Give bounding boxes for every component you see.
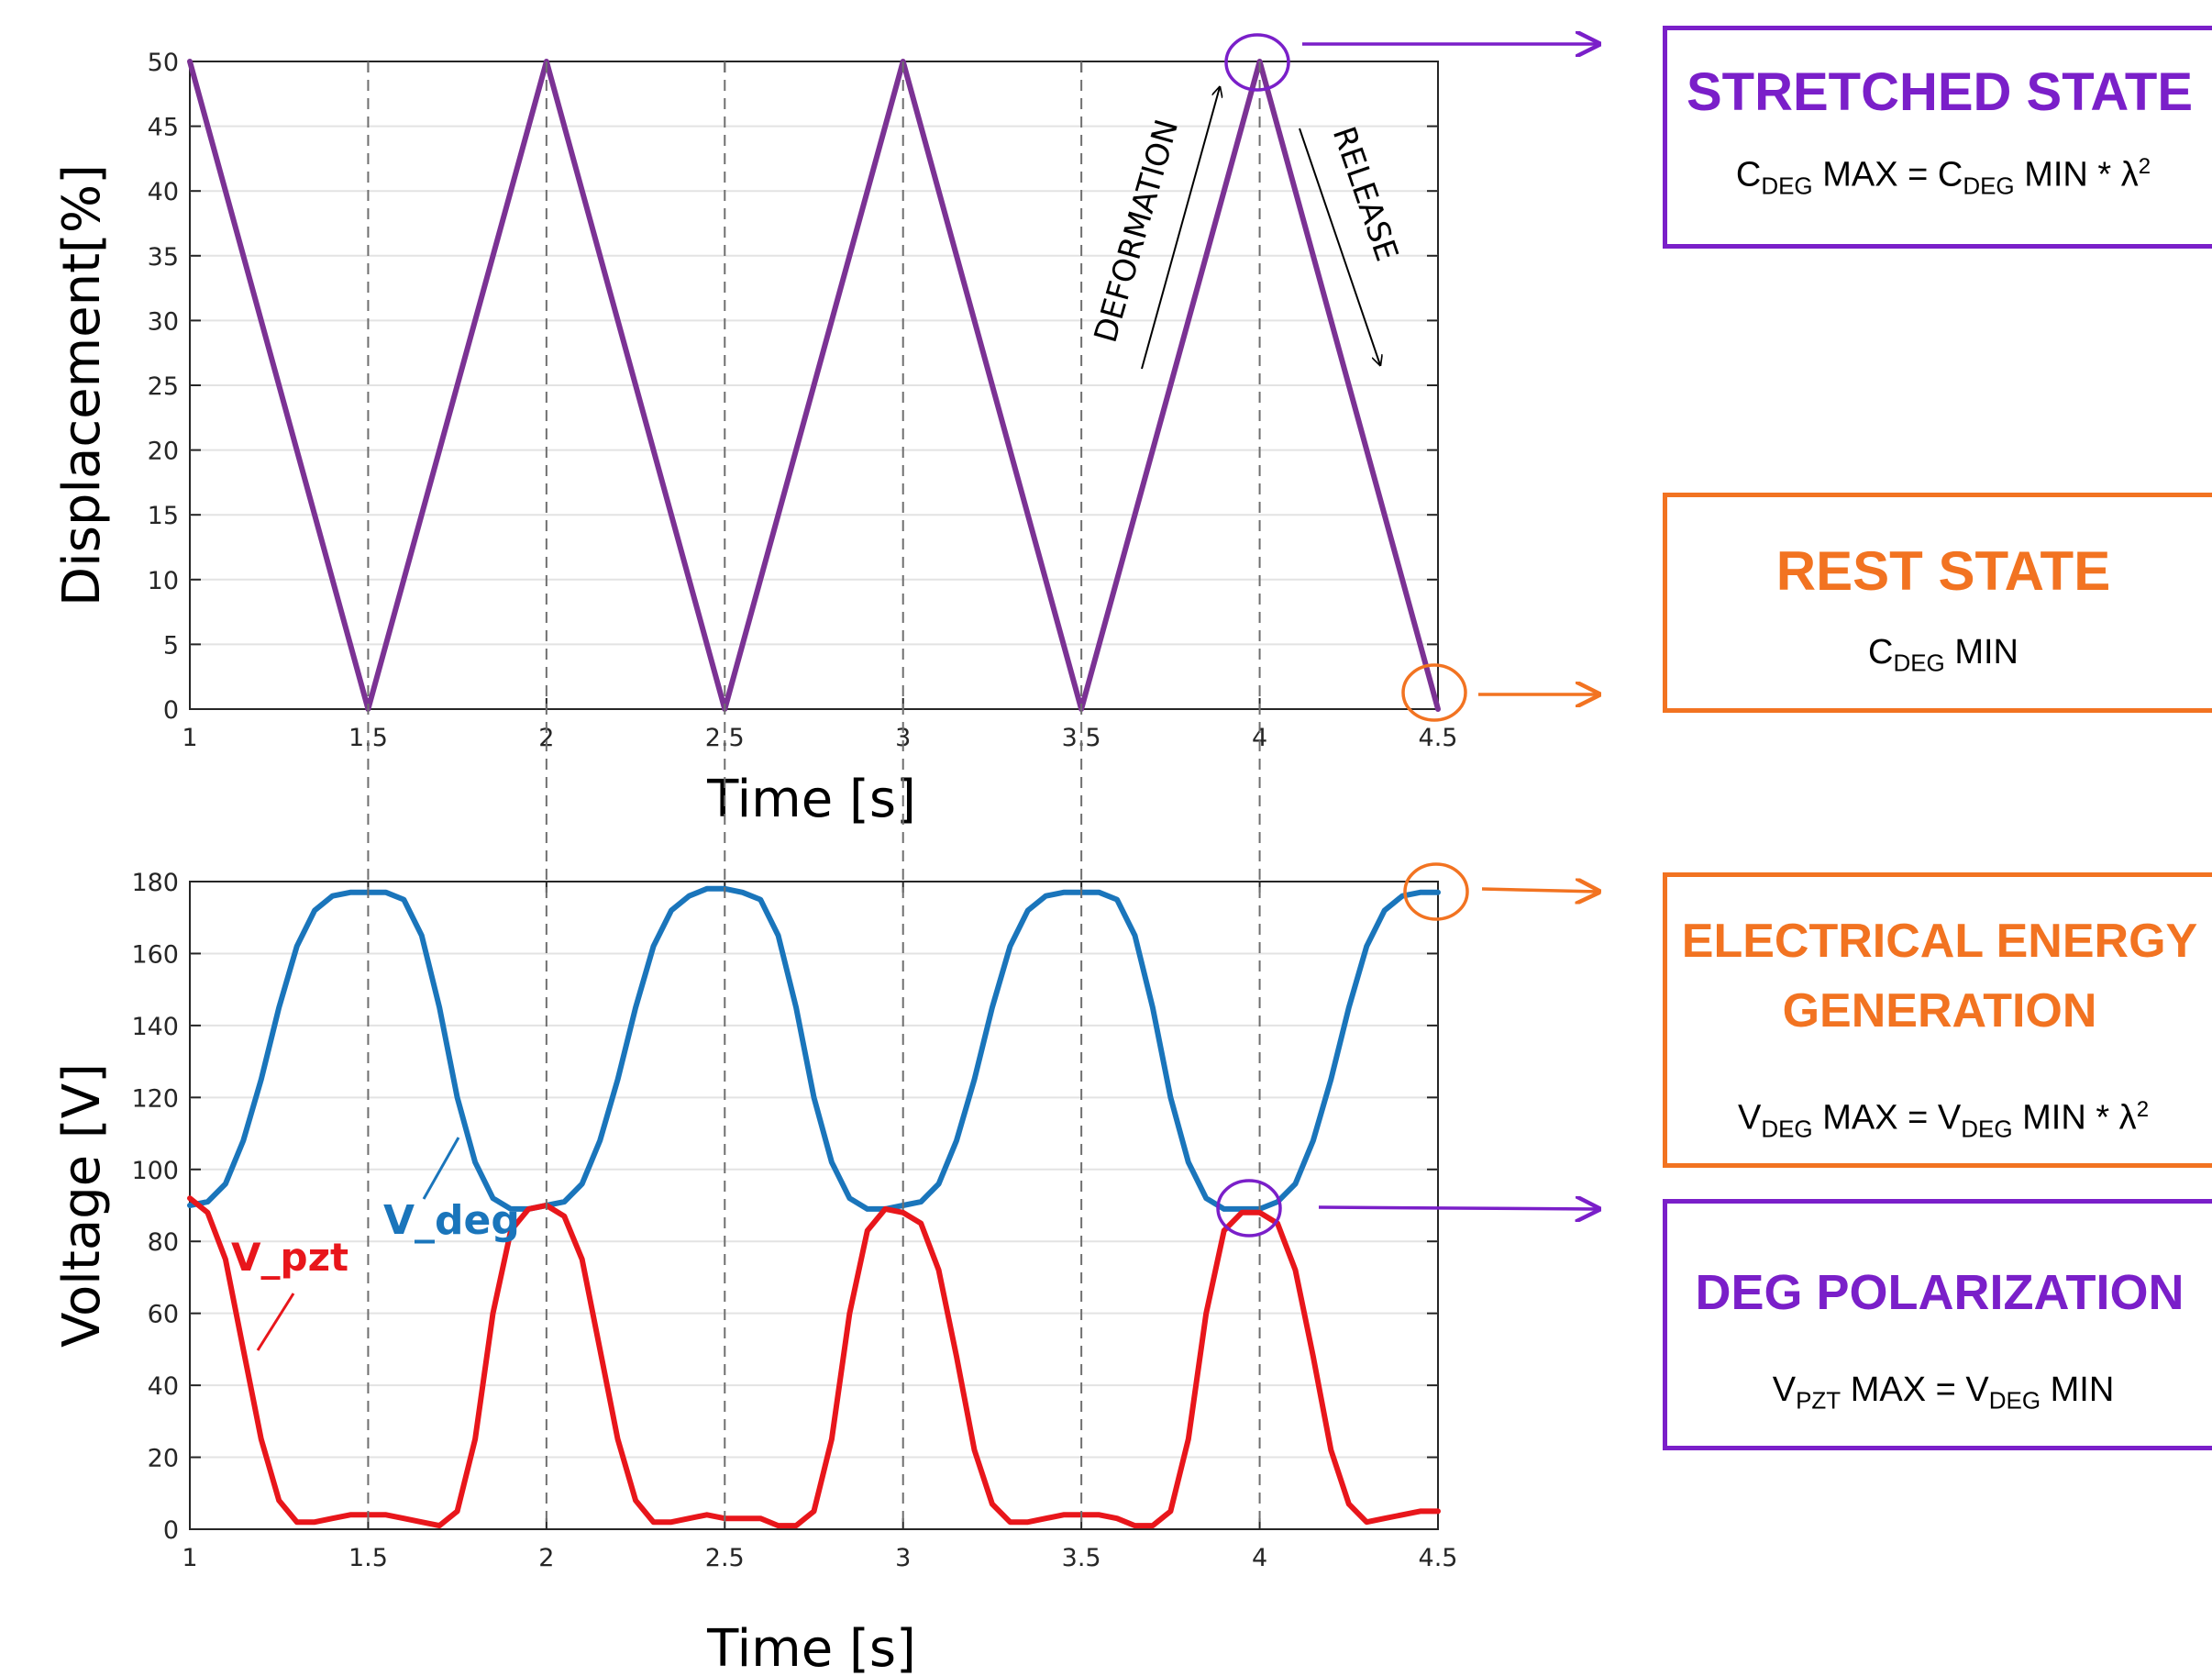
y-tick-label: 25 <box>148 372 179 401</box>
y-tick-label: 160 <box>131 940 179 969</box>
stretched-state-box: STRETCHED STATE CDEG MAX = CDEG MIN * λ2 <box>1663 26 2212 249</box>
x-axis-label: Time [s] <box>706 1619 916 1676</box>
grid <box>190 125 1438 646</box>
x-tick-label: 4 <box>1252 724 1267 752</box>
y-tick-label: 50 <box>148 49 179 77</box>
generation-equation: VDEG MAX = VDEG MIN * λ2 <box>1737 1097 2150 1143</box>
y-tick-label: 10 <box>148 567 179 595</box>
x-tick-label: 1.5 <box>348 1544 388 1572</box>
polarization-marker <box>1216 1179 1282 1238</box>
y-tick-label: 15 <box>148 502 179 530</box>
rest-state-marker <box>1401 663 1467 722</box>
y-tick-label: 0 <box>163 1516 179 1545</box>
series <box>187 59 1441 712</box>
cursor-lines <box>367 61 1261 1529</box>
y-tick-label: 40 <box>148 1372 179 1401</box>
y-tick-label: 60 <box>148 1301 179 1329</box>
generation-title-line1: ELECTRICAL ENERGY <box>1681 915 2198 968</box>
generation-box: ELECTRICAL ENERGY GENERATION VDEG MAX = … <box>1663 872 2212 1168</box>
x-tick-label: 1 <box>182 724 197 752</box>
rest-state-box: REST STATE CDEG MIN <box>1663 493 2212 713</box>
y-tick-label: 120 <box>131 1084 179 1113</box>
polarization-title: DEG POLARIZATION <box>1695 1265 2184 1320</box>
x-tick-label: 2 <box>538 724 554 752</box>
polarization-box: DEG POLARIZATION VPZT MAX = VDEG MIN <box>1663 1199 2212 1450</box>
x-tick-label: 2 <box>538 1544 554 1572</box>
v-pzt-annotation: V_pzt <box>231 1235 348 1351</box>
y-tick-label: 35 <box>148 243 179 272</box>
y-tick-label: 40 <box>148 178 179 206</box>
v-deg-line <box>187 885 1441 1212</box>
plot-frame <box>189 881 1439 1530</box>
v-pzt-line <box>187 1195 1441 1529</box>
generation-arrow <box>1481 889 1598 892</box>
stretched-state-marker <box>1224 33 1290 92</box>
x-tick-label: 3 <box>895 724 911 752</box>
y-tick-label: 30 <box>148 307 179 336</box>
generation-title-line2: GENERATION <box>1782 984 2097 1038</box>
y-tick-label: 5 <box>163 631 179 660</box>
x-tick-label: 4 <box>1252 1544 1267 1572</box>
stretched-state-equation: CDEG MAX = CDEG MIN * λ2 <box>1735 154 2151 200</box>
x-tick-label: 4.5 <box>1419 1544 1458 1572</box>
generation-marker <box>1403 862 1469 921</box>
rest-state-title: REST STATE <box>1775 540 2111 602</box>
y-axis-label: Displacement[%] <box>52 164 112 606</box>
y-tick-label: 0 <box>163 696 179 725</box>
series <box>187 885 1441 1529</box>
v-pzt-leader <box>256 1293 295 1351</box>
y-tick-label: 100 <box>131 1157 179 1185</box>
stretched-state-title: STRETCHED STATE <box>1686 62 2194 122</box>
v-pzt-label: V_pzt <box>231 1235 348 1280</box>
release-arrow <box>1299 128 1380 365</box>
polarization-arrow <box>1318 1207 1598 1209</box>
y-tick-label: 20 <box>148 438 179 466</box>
polarization-equation: VPZT MAX = VDEG MIN <box>1772 1371 2115 1415</box>
x-tick-label: 3.5 <box>1062 1544 1101 1572</box>
y-tick-label: 180 <box>131 869 179 897</box>
y-tick-label: 20 <box>148 1445 179 1473</box>
y-tick-label: 45 <box>148 114 179 142</box>
x-tick-label: 4.5 <box>1419 724 1458 752</box>
x-axis-label: Time [s] <box>706 770 916 829</box>
y-tick-label: 140 <box>131 1013 179 1041</box>
y-axis-label: Voltage [V] <box>52 1063 112 1348</box>
x-tick-label: 1 <box>182 1544 197 1572</box>
grid <box>190 952 1438 1459</box>
series-line <box>187 59 1441 712</box>
y-tick-label: 80 <box>148 1228 179 1257</box>
rest-state-equation: CDEG MIN <box>1867 633 2018 677</box>
v-deg-leader <box>422 1137 460 1200</box>
v-deg-annotation: V_deg <box>383 1137 520 1244</box>
voltage-plot: 0 20 40 60 80 100 120 140 160 180 1 1.5 2 2.5 3 3.5 4 4.5… <box>52 869 1457 1676</box>
deformation-arrow <box>1141 87 1220 370</box>
v-deg-label: V_deg <box>383 1197 520 1244</box>
x-tick-label: 2.5 <box>705 1544 745 1572</box>
x-tick-label: 3 <box>895 1544 911 1572</box>
